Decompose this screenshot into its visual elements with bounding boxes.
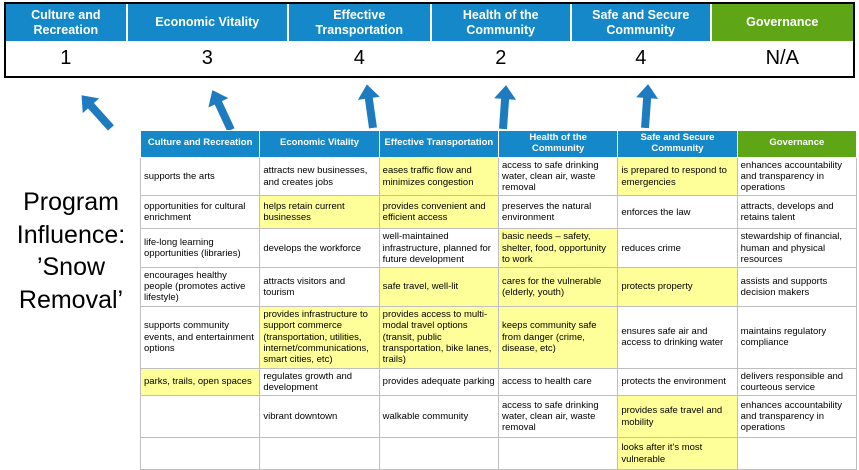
matrix-header-cell: Health of the Community — [497, 130, 619, 158]
matrix-row: parks, trails, open spaces regulates grow… — [139, 367, 858, 397]
matrix-cell: protects property — [617, 267, 738, 307]
matrix-cell: provides infrastructure to support comme… — [259, 305, 380, 369]
matrix-cell: provides convenient and efficient access — [378, 195, 499, 230]
matrix-cell: eases traffic flow and minimizes congest… — [378, 156, 499, 197]
up-arrow-icon — [357, 84, 380, 129]
matrix-cell: attracts, develops and retains talent — [736, 195, 858, 230]
influence-matrix: Culture and Recreation Economic Vitality E… — [139, 130, 858, 470]
matrix-row: vibrant downtown walkable community access… — [139, 395, 858, 439]
matrix-cell: vibrant downtown — [259, 395, 380, 439]
summary-header-cell: Governance — [711, 4, 853, 41]
summary-header-cell: Economic Vitality — [127, 4, 287, 41]
matrix-cell: cares for the vulnerable (elderly, youth… — [497, 267, 619, 307]
summary-column: Effective Transportation 4 — [289, 4, 430, 76]
matrix-cell: attracts visitors and tourism — [259, 267, 380, 307]
matrix-cell: encourages healthy people (promotes acti… — [139, 267, 261, 307]
summary-header-cell: Health of the Community — [431, 4, 570, 41]
influence-arrow-safety — [634, 83, 659, 129]
up-arrow-icon — [81, 95, 114, 131]
matrix-cell: provides access to multi-modal travel op… — [378, 305, 499, 369]
summary-column: Culture and Recreation 1 — [6, 4, 126, 76]
summary-score: 4 — [289, 41, 430, 76]
influence-arrow-culture — [73, 88, 119, 135]
summary-header-cell: Effective Transportation — [289, 4, 430, 41]
up-arrow-icon — [208, 90, 235, 132]
matrix-cell: reduces crime — [617, 228, 738, 269]
matrix-cell: stewardship of financial, human and phys… — [736, 228, 858, 269]
influence-arrow-health — [492, 84, 517, 130]
matrix-cell: basic needs – safety, shelter, food, opp… — [497, 228, 619, 269]
matrix-header-cell: Culture and Recreation — [139, 130, 261, 158]
matrix-cell: keeps community safe from danger (crime,… — [497, 305, 619, 369]
matrix-cell: maintains regulatory compliance — [736, 305, 858, 369]
up-arrow-icon — [494, 85, 517, 130]
matrix-cell: delivers responsible and courteous servi… — [736, 367, 858, 397]
matrix-cell: develops the workforce — [259, 228, 380, 269]
influence-arrow-transportation — [356, 83, 384, 130]
matrix-cell: ensures safe air and access to drinking … — [617, 305, 738, 369]
summary-score: 1 — [6, 41, 126, 76]
matrix-cell: enhances accountability and transparency… — [736, 395, 858, 439]
matrix-cell: access to safe drinking water, clean air… — [497, 395, 619, 439]
matrix-cell: opportunities for cultural enrichment — [139, 195, 261, 230]
matrix-row: life-long learning opportunities (librar… — [139, 228, 858, 269]
matrix-row: opportunities for cultural enrichment hel… — [139, 195, 858, 230]
matrix-cell: helps retain current businesses — [259, 195, 380, 230]
summary-header-cell: Culture and Recreation — [6, 4, 126, 41]
matrix-cell: parks, trails, open spaces — [139, 367, 261, 397]
matrix-header-cell: Economic Vitality — [259, 130, 380, 158]
matrix-cell: access to health care — [497, 367, 619, 397]
summary-scoreboard: Culture and Recreation 1 Economic Vitality… — [4, 2, 855, 78]
matrix-cell: provides adequate parking — [378, 367, 499, 397]
matrix-cell: regulates growth and development — [259, 367, 380, 397]
summary-column: Governance N/A — [711, 4, 853, 76]
matrix-body: supports the arts attracts new businesses… — [139, 156, 858, 470]
matrix-cell: preserves the natural environment — [497, 195, 619, 230]
matrix-cell: is prepared to respond to emergencies — [617, 156, 738, 197]
matrix-header-row: Culture and Recreation Economic Vitality E… — [139, 130, 858, 158]
matrix-cell: enhances accountability and transparency… — [736, 156, 858, 197]
summary-column: Economic Vitality 3 — [127, 4, 287, 76]
matrix-header-cell: Governance — [736, 130, 858, 158]
matrix-cell: supports community events, and entertain… — [139, 305, 261, 369]
matrix-cell: attracts new businesses, and creates job… — [259, 156, 380, 197]
matrix-cell: provides safe travel and mobility — [617, 395, 738, 439]
summary-column: Safe and Secure Community 4 — [572, 4, 710, 76]
summary-column: Health of the Community 2 — [431, 4, 570, 76]
summary-score: 4 — [572, 41, 710, 76]
matrix-cell: access to safe drinking water, clean air… — [497, 156, 619, 197]
matrix-cell: protects the environment — [617, 367, 738, 397]
influence-arrow-economic — [202, 85, 241, 134]
matrix-cell: walkable community — [378, 395, 499, 439]
matrix-cell: well-maintained infrastructure, planned … — [378, 228, 499, 269]
matrix-header-cell: Effective Transportation — [378, 130, 499, 158]
matrix-row: encourages healthy people (promotes acti… — [139, 267, 858, 307]
summary-score: N/A — [711, 41, 853, 76]
summary-score: 3 — [127, 41, 287, 76]
summary-header-cell: Safe and Secure Community — [572, 4, 710, 41]
matrix-header-cell: Safe and Secure Community — [617, 130, 738, 158]
matrix-cell — [139, 395, 261, 439]
matrix-cell: enforces the law — [617, 195, 738, 230]
matrix-cell: safe travel, well-lit — [378, 267, 499, 307]
summary-score: 2 — [431, 41, 570, 76]
up-arrow-icon — [636, 84, 659, 129]
matrix-row: supports the arts attracts new businesses… — [139, 156, 858, 197]
matrix-cell: life-long learning opportunities (librar… — [139, 228, 261, 269]
matrix-cell: assists and supports decision makers — [736, 267, 858, 307]
matrix-row: supports community events, and entertain… — [139, 305, 858, 369]
program-influence-label: Program Influence: ’Snow Removal’ — [16, 188, 126, 314]
matrix-cell: supports the arts — [139, 156, 261, 197]
